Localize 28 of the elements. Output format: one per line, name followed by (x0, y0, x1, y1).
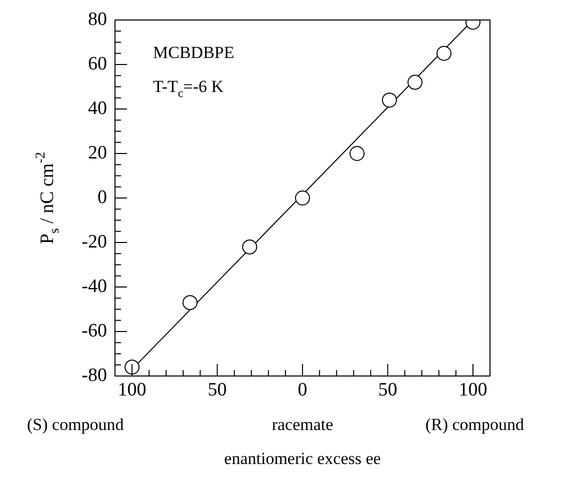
point (182, 295, 198, 310)
y-tick-label: -40 (82, 276, 107, 297)
x-tick-label: 50 (378, 379, 398, 400)
text: (S) compound (27, 415, 124, 434)
x-tick-label: 0 (298, 379, 308, 400)
point (124, 360, 140, 375)
y-tick-label: -80 (82, 364, 107, 386)
point (436, 46, 452, 61)
y-tick-label: -60 (82, 320, 107, 342)
point (242, 239, 258, 254)
y-tick-label: 80 (88, 8, 107, 30)
point (350, 146, 365, 161)
text: racemate (272, 415, 334, 434)
point (295, 190, 310, 206)
point (408, 74, 422, 90)
y-tick-label: 0 (98, 186, 107, 208)
y-tick-label: 40 (88, 98, 107, 119)
x-tick-label: 100 (118, 379, 146, 400)
x-axis-title: enantiomeric excess ee (224, 449, 381, 468)
x-tick-label: 50 (208, 379, 227, 400)
annotation: MCBDBPE (153, 43, 234, 62)
x-tick-label: 100 (458, 379, 488, 400)
y-tick-label: 60 (88, 53, 107, 74)
y-tick-label: 20 (88, 142, 107, 164)
y-axis-title: Ps / nC cm-2 (32, 152, 62, 244)
text: (R) compound (425, 415, 524, 434)
point (382, 92, 397, 108)
y-tick-label: -20 (82, 231, 107, 252)
